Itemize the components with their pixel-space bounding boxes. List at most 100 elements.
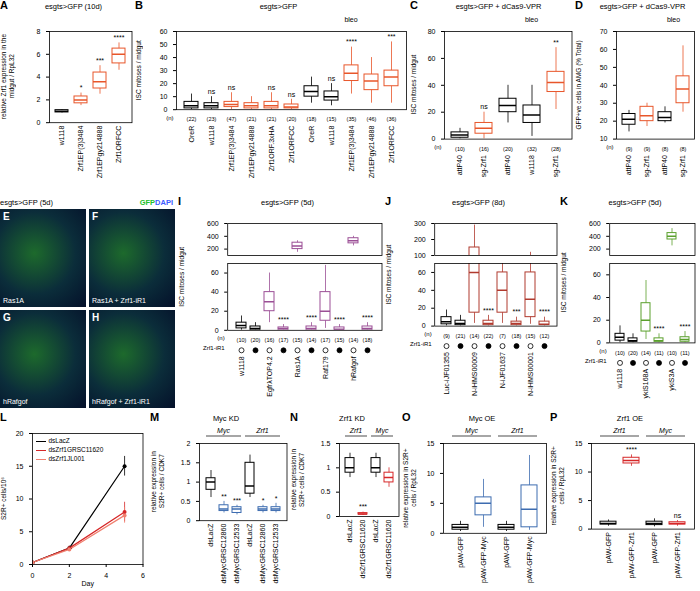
svg-text:60: 60	[160, 28, 168, 35]
svg-text:50: 50	[600, 64, 608, 71]
svg-text:(23): (23)	[207, 116, 217, 122]
svg-text:Zrf1EPgy214888: Zrf1EPgy214888	[248, 126, 256, 179]
svg-text:attP40: attP40	[456, 155, 463, 175]
svg-text:0: 0	[30, 572, 34, 579]
svg-text:5: 5	[431, 500, 435, 507]
svg-text:dsLacZ: dsLacZ	[372, 519, 379, 543]
svg-text:60: 60	[600, 46, 608, 53]
svg-text:200: 200	[414, 236, 426, 243]
svg-text:5: 5	[19, 528, 23, 535]
svg-text:70: 70	[600, 28, 608, 35]
svg-text:OreR: OreR	[188, 126, 195, 143]
svg-text:8: 8	[36, 28, 40, 35]
svg-text:0: 0	[36, 119, 40, 126]
svg-text:(14): (14)	[469, 333, 479, 339]
svg-text:pAW-GFP-Zrf1: pAW-GFP-Zrf1	[674, 532, 682, 578]
svg-text:OreR: OreR	[308, 126, 315, 143]
svg-text:**: **	[221, 493, 227, 500]
svg-text:N-iHMS00009: N-iHMS00009	[470, 352, 477, 396]
svg-text:(12): (12)	[539, 333, 549, 339]
svg-text:(10): (10)	[455, 146, 465, 152]
svg-text:(8): (8)	[680, 146, 687, 152]
svg-text:Zrf1ORFCC: Zrf1ORFCC	[115, 126, 122, 163]
svg-text:Zrf1ORF.3xHA: Zrf1ORF.3xHA	[268, 125, 275, 171]
svg-text:w1118: w1118	[237, 356, 244, 377]
svg-text:20: 20	[592, 316, 600, 323]
svg-text:15: 15	[15, 462, 23, 469]
svg-text:pAW-GFP: pAW-GFP	[457, 536, 465, 568]
svg-text:hRafgof: hRafgof	[349, 356, 357, 381]
svg-text:pAW-GFP: pAW-GFP	[503, 536, 511, 568]
svg-text:attP40: attP40	[661, 155, 668, 175]
svg-text:15: 15	[427, 440, 435, 447]
svg-text:Myc: Myc	[659, 427, 672, 435]
svg-text:Myc: Myc	[375, 427, 388, 435]
svg-text:6: 6	[141, 572, 145, 579]
svg-text:****: ****	[626, 446, 637, 453]
svg-text:10: 10	[575, 468, 583, 475]
svg-text:Raf179: Raf179	[321, 356, 328, 379]
svg-text:dsZrf1GRSC11620: dsZrf1GRSC11620	[385, 519, 392, 578]
svg-text:(17): (17)	[278, 337, 288, 343]
svg-text:****: ****	[334, 316, 345, 323]
svg-text:Zrf1EP(3)3484: Zrf1EP(3)3484	[77, 126, 85, 172]
svg-text:dsMycGRSC12533: dsMycGRSC12533	[233, 524, 241, 584]
svg-text:(20): (20)	[628, 350, 638, 356]
svg-text:20: 20	[160, 80, 168, 87]
svg-text:N-iJF01637: N-iJF01637	[498, 352, 505, 388]
svg-text:60: 60	[592, 271, 600, 278]
svg-text:w1118: w1118	[58, 126, 65, 147]
svg-text:(9): (9)	[443, 333, 450, 339]
svg-text:(11): (11)	[654, 350, 664, 356]
svg-text:400: 400	[589, 233, 601, 240]
svg-text:bleo: bleo	[667, 16, 680, 23]
svg-text:10: 10	[15, 495, 23, 502]
svg-text:dsMycGRSC12533: dsMycGRSC12533	[272, 524, 280, 584]
svg-text:****: ****	[679, 323, 690, 330]
svg-text:(32): (32)	[527, 146, 537, 152]
svg-text:Zrf1EPgy214888: Zrf1EPgy214888	[96, 126, 104, 179]
svg-text:N-iHMS00001: N-iHMS00001	[526, 352, 533, 396]
svg-text:****: ****	[483, 307, 494, 314]
svg-text:Zrf1ORFCC: Zrf1ORFCC	[288, 126, 295, 163]
svg-text:(10): (10)	[667, 350, 677, 356]
svg-text:sg-Zrf1: sg-Zrf1	[480, 155, 488, 177]
svg-text:(n): (n)	[166, 115, 173, 121]
svg-text:sg-Zrf1: sg-Zrf1	[643, 155, 651, 177]
svg-text:5: 5	[579, 497, 583, 504]
svg-text:attP40: attP40	[504, 155, 511, 175]
svg-text:ns: ns	[674, 512, 682, 519]
svg-text:dsMycGRSC12860: dsMycGRSC12860	[259, 524, 267, 584]
svg-text:(n): (n)	[217, 335, 224, 341]
svg-text:****: ****	[113, 34, 124, 41]
svg-text:****: ****	[653, 325, 664, 332]
svg-text:dsLacZ: dsLacZ	[207, 523, 214, 547]
svg-text:****: ****	[278, 316, 289, 323]
svg-text:ykiS168A: ykiS168A	[642, 369, 650, 399]
svg-text:pAW-GFP: pAW-GFP	[651, 532, 659, 564]
svg-text:0: 0	[431, 135, 435, 142]
svg-text:ns: ns	[328, 75, 336, 82]
svg-text:***: ***	[95, 57, 103, 64]
svg-text:(20): (20)	[287, 116, 297, 122]
svg-text:(46): (46)	[367, 116, 377, 122]
svg-text:Zrf1: Zrf1	[348, 427, 362, 434]
svg-text:0: 0	[164, 106, 168, 113]
svg-text:60: 60	[427, 55, 435, 62]
svg-text:2: 2	[186, 440, 190, 447]
svg-text:Zrf1EP(3)3484: Zrf1EP(3)3484	[348, 126, 356, 172]
svg-text:pAW-GFP-Myc: pAW-GFP-Myc	[526, 536, 534, 583]
svg-text:200: 200	[207, 245, 219, 252]
svg-text:Myc: Myc	[217, 427, 230, 435]
svg-text:(18): (18)	[362, 337, 372, 343]
svg-text:(14): (14)	[348, 337, 358, 343]
svg-text:****: ****	[306, 314, 317, 321]
svg-text:(17): (17)	[320, 337, 330, 343]
svg-text:300: 300	[414, 220, 426, 227]
svg-text:10: 10	[600, 135, 608, 142]
svg-text:(28): (28)	[551, 146, 561, 152]
svg-text:60: 60	[417, 269, 425, 276]
svg-text:0: 0	[421, 322, 425, 329]
svg-text:(n): (n)	[606, 144, 613, 150]
svg-text:(10): (10)	[236, 337, 246, 343]
